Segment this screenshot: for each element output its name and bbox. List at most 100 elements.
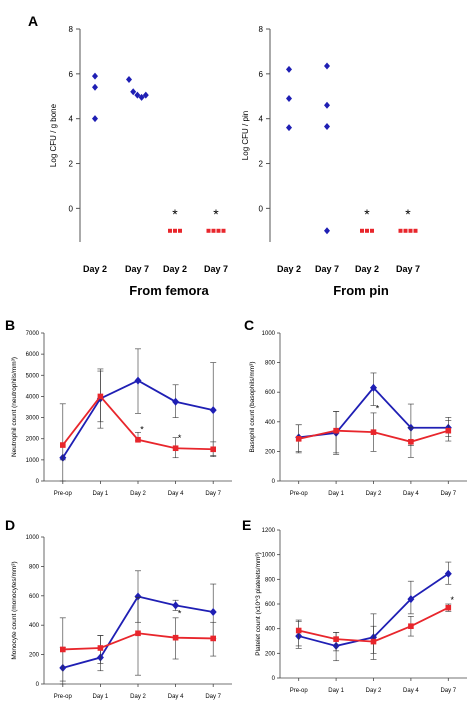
y-tick-label: 2000 — [26, 437, 40, 443]
chart-e: 0 200 400 600 800 1000 1200 Pre-op Day 1 Day 2 Day… — [255, 528, 467, 694]
x-category-label: Day 4 — [168, 491, 184, 497]
x-category-label: Day 2 — [355, 264, 379, 274]
x-category-label: Pre-op — [54, 491, 73, 497]
data-point — [324, 62, 330, 70]
data-point — [286, 95, 292, 103]
y-tick-label: 4 — [259, 115, 264, 124]
y-tick-label: 600 — [265, 390, 276, 396]
x-category-label: Day 7 — [440, 491, 456, 497]
group-label: From femora — [129, 283, 209, 298]
data-point — [135, 436, 141, 443]
x-category-label: Day 2 — [163, 264, 187, 274]
data-point — [333, 427, 339, 434]
y-tick-label: 200 — [265, 651, 276, 657]
x-category-label: Day 2 — [366, 688, 382, 694]
y-tick-label: 1000 — [262, 331, 276, 337]
x-category-label: Day 7 — [125, 264, 149, 274]
significance-marker: * — [178, 608, 182, 618]
data-point — [168, 228, 172, 233]
data-point — [370, 228, 374, 233]
data-point — [365, 228, 369, 233]
panel-label-d: D — [5, 517, 15, 533]
chart-d: 0 200 400 600 800 1000 Pre-op Day 1 Day 2 Day 4 Da… — [11, 535, 232, 700]
y-tick-label: 7000 — [26, 331, 40, 337]
data-point — [92, 115, 98, 123]
data-point — [172, 601, 180, 610]
data-point — [206, 228, 211, 233]
y-tick-label: 600 — [265, 602, 276, 608]
y-tick-label: 3000 — [26, 416, 40, 422]
y-axis-label: Log CFU / g bone — [49, 103, 58, 167]
x-category-label: Pre-op — [290, 688, 309, 694]
x-category-label: Pre-op — [290, 491, 309, 497]
y-tick-label: 1000 — [26, 458, 40, 464]
data-point — [178, 228, 182, 233]
data-point — [134, 376, 142, 385]
y-axis-label: Neutrophil count (neutrophils/mm³) — [11, 357, 18, 457]
y-tick-label: 4 — [69, 115, 74, 124]
data-point — [370, 429, 377, 435]
data-point — [403, 228, 408, 233]
y-tick-label: 5000 — [26, 373, 40, 379]
chart-a2: 0 2 4 6 8 Log CFU / pin Day 2 Day 7 Day 2 Day 7 Fr… — [241, 25, 420, 298]
data-point — [286, 65, 292, 73]
data-point — [209, 406, 217, 415]
data-point — [216, 228, 221, 233]
x-category-label: Day 7 — [315, 264, 339, 274]
data-point — [60, 646, 66, 653]
chart-b: 0 1000 2000 3000 4000 5000 6000 7000 Pre-op Day 1… — [11, 331, 232, 497]
x-category-label: Day 4 — [403, 491, 419, 497]
data-point — [286, 124, 292, 132]
data-point — [92, 83, 98, 91]
y-axis-label: Monocyte count (monocytes/mm³) — [11, 561, 18, 659]
data-point — [135, 630, 141, 637]
y-tick-label: 600 — [29, 594, 40, 600]
x-category-label: Day 7 — [204, 264, 228, 274]
data-point — [408, 438, 414, 445]
x-category-label: Day 4 — [403, 688, 419, 694]
x-category-label: Day 2 — [130, 491, 146, 497]
y-tick-label: 0 — [36, 479, 40, 485]
x-category-label: Day 1 — [93, 694, 109, 700]
panel-label-c: C — [244, 317, 254, 333]
significance-marker: * — [140, 424, 144, 434]
x-category-label: Day 2 — [83, 264, 107, 274]
y-axis-label: Platelet count (x10^3 platelets/mm³) — [255, 552, 262, 655]
data-point — [210, 635, 216, 642]
data-point — [360, 228, 364, 233]
x-category-label: Day 1 — [328, 688, 344, 694]
x-category-label: Day 2 — [130, 694, 146, 700]
y-tick-label: 1200 — [262, 528, 276, 534]
data-point — [295, 627, 302, 634]
y-axis-label: Basophil count (basophils/mm³) — [249, 361, 256, 452]
data-point — [173, 228, 177, 233]
data-point — [408, 623, 414, 629]
y-tick-label: 2 — [69, 160, 74, 169]
data-point — [142, 91, 149, 99]
x-category-label: Day 7 — [205, 491, 221, 497]
y-tick-label: 800 — [265, 361, 276, 367]
y-tick-label: 2 — [259, 160, 264, 169]
x-category-label: Day 2 — [277, 264, 301, 274]
y-tick-label: 800 — [29, 564, 40, 570]
data-point — [324, 227, 330, 235]
x-category-label: Day 7 — [440, 688, 456, 694]
data-point — [172, 445, 179, 452]
data-point — [445, 427, 452, 434]
significance-marker: * — [364, 206, 370, 222]
y-tick-label: 200 — [29, 653, 40, 659]
data-point — [413, 228, 418, 233]
y-tick-label: 400 — [265, 627, 276, 633]
data-point — [92, 72, 98, 80]
data-point — [295, 436, 302, 442]
y-tick-label: 400 — [29, 623, 40, 629]
significance-marker: * — [376, 403, 380, 413]
data-point — [209, 607, 217, 616]
panel-label-b: B — [5, 317, 15, 333]
x-category-label: Day 1 — [328, 491, 344, 497]
data-point — [126, 75, 132, 83]
y-tick-label: 6000 — [26, 352, 40, 358]
significance-marker: * — [213, 206, 219, 222]
y-tick-label: 0 — [69, 204, 74, 213]
